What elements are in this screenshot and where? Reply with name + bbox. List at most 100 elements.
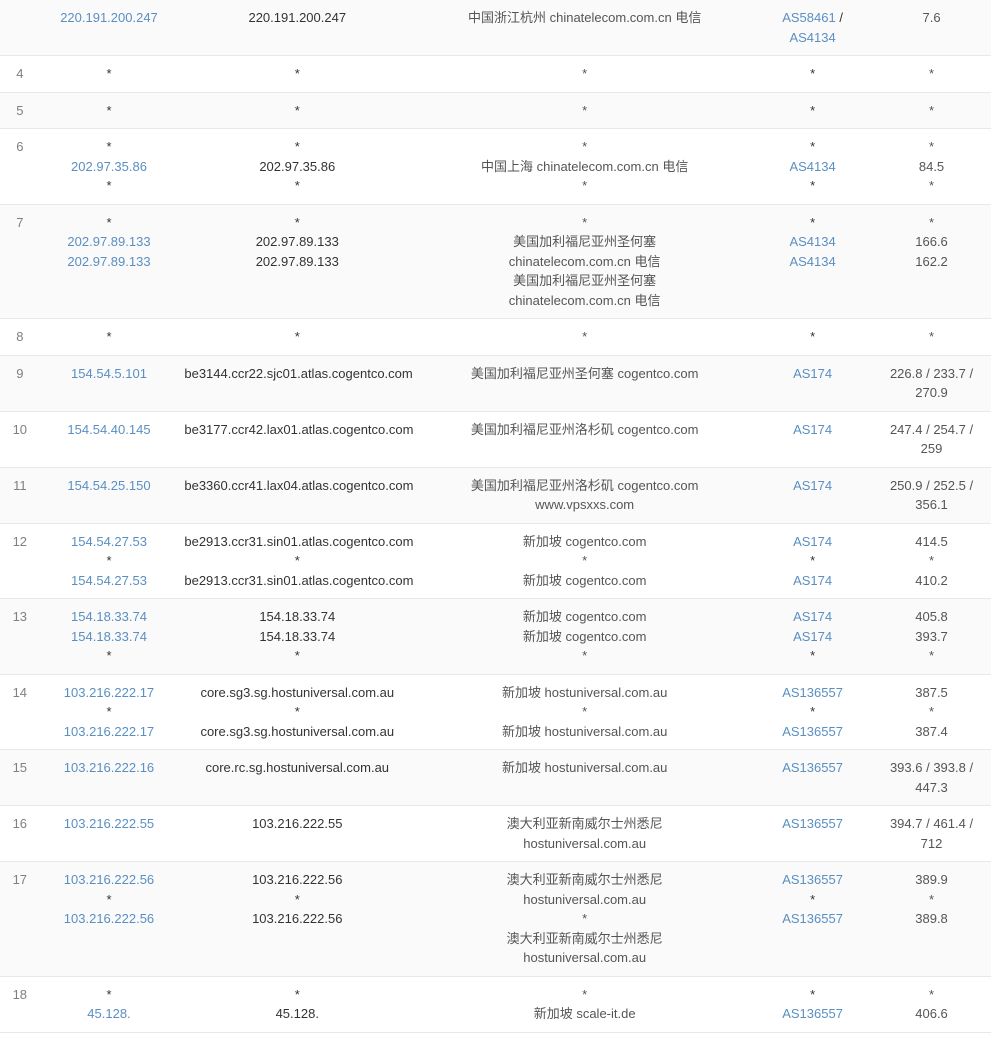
ip-link[interactable]: 103.216.222.17 [64,685,154,700]
ip-link[interactable]: 154.18.33.74 [71,609,147,624]
hop-location: * [416,56,753,93]
hop-location: 新加坡 cogentco.com*新加坡 cogentco.com [416,523,753,599]
hop-asn: AS58461 / AS4134 [753,0,872,56]
hop-number: 11 [0,467,40,523]
asn-link[interactable]: AS174 [793,366,832,381]
hop-latency: * [872,92,991,129]
latency-text: 166.6 [878,232,985,252]
location-text: 中国浙江杭州 chinatelecom.com.cn 电信 [422,8,747,28]
traceroute-table: 220.191.200.247 220.191.200.247 中国浙江杭州 chi… [0,0,991,1033]
ip-link[interactable]: 45.128. [87,1006,130,1021]
ip-link[interactable]: 202.97.35.86 [71,159,147,174]
asn-text: * [759,213,866,233]
asn-link[interactable]: AS4134 [789,159,835,174]
asn-link[interactable]: AS174 [793,422,832,437]
latency-text: 393.6 / 393.8 / 447.3 [878,758,985,797]
latency-text: * [878,702,985,722]
hop-number: 15 [0,750,40,806]
hop-latency: * [872,56,991,93]
ip-link[interactable]: 154.18.33.74 [71,629,147,644]
ip-link[interactable]: 103.216.222.56 [64,872,154,887]
ip-link[interactable]: 202.97.89.133 [67,254,150,269]
ip-link[interactable]: 103.216.222.16 [64,760,154,775]
asn-link[interactable]: AS58461 [782,10,836,25]
hostname-text: * [184,985,410,1005]
hop-number: 14 [0,674,40,750]
ip-link[interactable]: 154.54.25.150 [67,478,150,493]
latency-text: 406.6 [878,1004,985,1024]
location-text: 美国加利福尼亚州圣何塞 [422,232,747,252]
location-text: 新加坡 cogentco.com [422,607,747,627]
location-text: * [422,551,747,571]
location-text: * [422,137,747,157]
location-text: 新加坡 hostuniversal.com.au [422,722,747,742]
asn-link[interactable]: AS136557 [782,1006,843,1021]
location-text: * [422,909,747,929]
hop-asn: AS136557*AS136557 [753,862,872,977]
asn-link[interactable]: AS174 [793,609,832,624]
ip-text: * [46,327,173,347]
asn-link[interactable]: AS4134 [789,234,835,249]
hostname-text: * [184,702,410,722]
ip-link[interactable]: 103.216.222.56 [64,911,154,926]
location-text: hostuniversal.com.au [422,948,747,968]
table-row: 8***** [0,319,991,356]
hostname-text: * [184,890,410,910]
hop-hostname: 103.216.222.55 [178,806,416,862]
asn-link[interactable]: AS136557 [782,760,843,775]
hop-latency: * [872,319,991,356]
hop-hostname: 220.191.200.247 [178,0,416,56]
hop-number: 7 [0,204,40,319]
asn-link[interactable]: AS4134 [789,254,835,269]
hop-location: *中国上海 chinatelecom.com.cn 电信* [416,129,753,205]
ip-link[interactable]: 154.54.40.145 [67,422,150,437]
ip-link[interactable]: 220.191.200.247 [60,10,158,25]
ip-link[interactable]: 154.54.27.53 [71,534,147,549]
hop-location: 新加坡 hostuniversal.com.au [416,750,753,806]
hop-location: 美国加利福尼亚州圣何塞 cogentco.com [416,355,753,411]
asn-link[interactable]: AS136557 [782,911,843,926]
hop-number: 16 [0,806,40,862]
hop-location: *新加坡 scale-it.de [416,976,753,1032]
hop-location: 美国加利福尼亚州洛杉矶 cogentco.com [416,411,753,467]
hop-latency: 414.5*410.2 [872,523,991,599]
hop-number: 17 [0,862,40,977]
ip-link[interactable]: 202.97.89.133 [67,234,150,249]
asn-link[interactable]: AS174 [793,573,832,588]
location-text: * [422,176,747,196]
hop-location: 新加坡 cogentco.com新加坡 cogentco.com* [416,599,753,675]
hostname-text: * [184,137,410,157]
hostname-text: core.sg3.sg.hostuniversal.com.au [184,722,410,742]
table-row: 6*202.97.35.86**202.97.35.86**中国上海 china… [0,129,991,205]
asn-link[interactable]: AS136557 [782,872,843,887]
hop-ip: 154.54.25.150 [40,467,179,523]
hop-number: 12 [0,523,40,599]
asn-link[interactable]: AS174 [793,534,832,549]
hostname-text: * [184,551,410,571]
latency-text: 247.4 / 254.7 / 259 [878,420,985,459]
location-text: 美国加利福尼亚州圣何塞 [422,271,747,291]
asn-link[interactable]: AS136557 [782,724,843,739]
hop-ip: 103.216.222.56*103.216.222.56 [40,862,179,977]
hop-ip: *202.97.35.86* [40,129,179,205]
hop-latency: *84.5* [872,129,991,205]
asn-link[interactable]: AS136557 [782,685,843,700]
asn-link[interactable]: AS174 [793,478,832,493]
hop-number: 10 [0,411,40,467]
ip-link[interactable]: 154.54.5.101 [71,366,147,381]
hop-ip: 220.191.200.247 [40,0,179,56]
ip-link[interactable]: 103.216.222.55 [64,816,154,831]
ip-link[interactable]: 103.216.222.17 [64,724,154,739]
asn-link[interactable]: AS4134 [789,30,835,45]
hop-hostname: *202.97.89.133202.97.89.133 [178,204,416,319]
hop-latency: 405.8393.7* [872,599,991,675]
hop-ip: 154.18.33.74154.18.33.74* [40,599,179,675]
hop-ip: 103.216.222.55 [40,806,179,862]
hop-hostname: be3360.ccr41.lax04.atlas.cogentco.com [178,467,416,523]
location-text: hostuniversal.com.au [422,890,747,910]
asn-link[interactable]: AS174 [793,629,832,644]
table-row: 17103.216.222.56*103.216.222.56103.216.2… [0,862,991,977]
asn-link[interactable]: AS136557 [782,816,843,831]
hop-latency: 247.4 / 254.7 / 259 [872,411,991,467]
ip-link[interactable]: 154.54.27.53 [71,573,147,588]
